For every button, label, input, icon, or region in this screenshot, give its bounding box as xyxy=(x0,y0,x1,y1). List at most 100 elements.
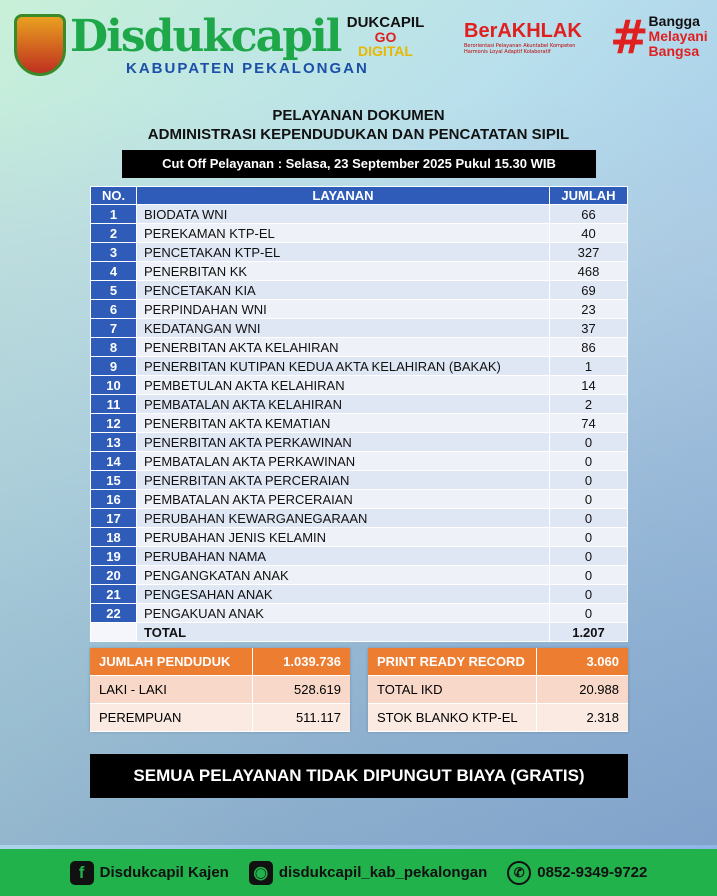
page-title: PELAYANAN DOKUMEN ADMINISTRASI KEPENDUDU… xyxy=(0,106,717,144)
row-layanan: PENERBITAN AKTA PERKAWINAN xyxy=(136,432,550,452)
row-no: 18 xyxy=(90,527,137,547)
total-label: TOTAL xyxy=(136,622,550,642)
row-no: 1 xyxy=(90,204,137,224)
row-layanan: PENGESAHAN ANAK xyxy=(136,584,550,604)
row-jumlah: 37 xyxy=(549,318,628,338)
row-jumlah: 0 xyxy=(549,470,628,490)
row-jumlah: 0 xyxy=(549,603,628,623)
table-row: 6 PERPINDAHAN WNI 23 xyxy=(90,299,628,319)
table-row: 15 PENERBITAN AKTA PERCERAIAN 0 xyxy=(90,470,628,490)
row-layanan: PENGANGKATAN ANAK xyxy=(136,565,550,585)
table-row: 1 BIODATA WNI 66 xyxy=(90,204,628,224)
row-layanan: PERPINDAHAN WNI xyxy=(136,299,550,319)
row-no: 15 xyxy=(90,470,137,490)
header-layanan: LAYANAN xyxy=(136,186,550,205)
row-jumlah: 327 xyxy=(549,242,628,262)
disdukcapil-logo: Disdukcapil KABUPATEN PEKALONGAN xyxy=(14,14,369,77)
population-label: JUMLAH PENDUDUK xyxy=(99,654,231,669)
facebook-name: Disdukcapil Kajen xyxy=(99,864,229,881)
berakhlak-tagline: Berorientasi Pelayanan Akuntabel Kompete… xyxy=(464,43,576,55)
instagram-icon: ◉ xyxy=(248,860,273,885)
row-jumlah: 0 xyxy=(549,432,628,452)
row-layanan: PENERBITAN AKTA KELAHIRAN xyxy=(136,337,550,357)
bangga-word-1: Bangga xyxy=(648,13,700,29)
phone-number: 0852-9349-9722 xyxy=(537,864,648,881)
header-jumlah: JUMLAH xyxy=(549,186,628,205)
table-row: 7 KEDATANGAN WNI 37 xyxy=(90,318,628,338)
regency-emblem-icon xyxy=(14,14,66,76)
table-row: 4 PENERBITAN KK 468 xyxy=(90,261,628,281)
row-jumlah: 0 xyxy=(549,527,628,547)
table-row: 3 PENCETAKAN KTP-EL 327 xyxy=(90,242,628,262)
row-jumlah: 0 xyxy=(549,584,628,604)
row-jumlah: 74 xyxy=(549,413,628,433)
row-no: 11 xyxy=(90,394,137,414)
row-no: 7 xyxy=(90,318,137,338)
row-no: 17 xyxy=(90,508,137,528)
row-jumlah: 14 xyxy=(549,375,628,395)
table-row: 16 PEMBATALAN AKTA PERCERAIAN 0 xyxy=(90,489,628,509)
row-layanan: PEMBATALAN AKTA PERCERAIAN xyxy=(136,489,550,509)
table-row: 22 PENGAKUAN ANAK 0 xyxy=(90,603,628,623)
row-jumlah: 1 xyxy=(549,356,628,376)
row-no: 14 xyxy=(90,451,137,471)
total-no xyxy=(90,622,137,642)
row-layanan: PENCETAKAN KIA xyxy=(136,280,550,300)
population-value: 1.039.736 xyxy=(252,648,350,675)
row-jumlah: 66 xyxy=(549,204,628,224)
footer-contacts: f Disdukcapil Kajen ◉ disdukcapil_kab_peka… xyxy=(0,849,717,896)
row-jumlah: 2 xyxy=(549,394,628,414)
row-layanan: PERUBAHAN JENIS KELAMIN xyxy=(136,527,550,547)
table-row: 12 PENERBITAN AKTA KEMATIAN 74 xyxy=(90,413,628,433)
row-no: 13 xyxy=(90,432,137,452)
row-layanan: PENERBITAN KUTIPAN KEDUA AKTA KELAHIRAN … xyxy=(136,356,550,376)
print-ready-value: 3.060 xyxy=(536,648,628,675)
row-jumlah: 69 xyxy=(549,280,628,300)
row-no: 8 xyxy=(90,337,137,357)
row-no: 4 xyxy=(90,261,137,281)
row-no: 3 xyxy=(90,242,137,262)
row-jumlah: 40 xyxy=(549,223,628,243)
whatsapp-contact[interactable]: ✆ 0852-9349-9722 xyxy=(507,860,648,885)
row-no: 12 xyxy=(90,413,137,433)
table-row: 8 PENERBITAN AKTA KELAHIRAN 86 xyxy=(90,337,628,357)
free-service-banner: SEMUA PELAYANAN TIDAK DIPUNGUT BIAYA (GR… xyxy=(90,754,628,798)
services-table: NO. LAYANAN JUMLAH 1 BIODATA WNI 66 2 PEREKA… xyxy=(90,186,628,642)
facebook-icon: f xyxy=(69,860,94,885)
dukcapil-go-digital-logo: DUKCAPIL GO DIGITAL xyxy=(338,14,433,59)
header-no: NO. xyxy=(90,186,137,205)
whatsapp-phone-icon: ✆ xyxy=(507,860,532,885)
row-layanan: PEREKAMAN KTP-EL xyxy=(136,223,550,243)
row-no: 19 xyxy=(90,546,137,566)
total-row: TOTAL 1.207 xyxy=(90,622,628,642)
go-digital-line1: DUKCAPIL xyxy=(346,14,425,31)
stok-blanko-label: STOK BLANKO KTP-EL xyxy=(377,710,518,725)
row-jumlah: 0 xyxy=(549,546,628,566)
table-row: 13 PENERBITAN AKTA PERKAWINAN 0 xyxy=(90,432,628,452)
cutoff-banner: Cut Off Pelayanan : Selasa, 23 September… xyxy=(122,150,596,178)
row-layanan: BIODATA WNI xyxy=(136,204,550,224)
table-row: 19 PERUBAHAN NAMA 0 xyxy=(90,546,628,566)
table-row: 9 PENERBITAN KUTIPAN KEDUA AKTA KELAHIRAN… xyxy=(90,356,628,376)
title-line-1: PELAYANAN DOKUMEN xyxy=(272,107,445,124)
row-layanan: PENCETAKAN KTP-EL xyxy=(136,242,550,262)
instagram-handle: disdukcapil_kab_pekalongan xyxy=(278,864,488,881)
go-digital-line3: DIGITAL xyxy=(358,43,413,59)
row-jumlah: 0 xyxy=(549,451,628,471)
row-jumlah: 0 xyxy=(549,508,628,528)
row-no: 20 xyxy=(90,565,137,585)
row-jumlah: 0 xyxy=(549,565,628,585)
brand-region: KABUPATEN PEKALONGAN xyxy=(126,60,369,77)
row-layanan: PENERBITAN AKTA KEMATIAN xyxy=(136,413,550,433)
table-row: 21 PENGESAHAN ANAK 0 xyxy=(90,584,628,604)
population-box: JUMLAH PENDUDUK 1.039.736 LAKI - LAKI 528.… xyxy=(90,648,350,732)
row-jumlah: 0 xyxy=(549,489,628,509)
row-no: 16 xyxy=(90,489,137,509)
row-jumlah: 468 xyxy=(549,261,628,281)
table-row: 14 PEMBATALAN AKTA PERKAWINAN 0 xyxy=(90,451,628,471)
facebook-contact[interactable]: f Disdukcapil Kajen xyxy=(69,860,229,885)
bangga-melayani-bangsa-logo: # Bangga Melayani Bangsa xyxy=(610,13,708,60)
instagram-contact[interactable]: ◉ disdukcapil_kab_pekalongan xyxy=(248,860,488,885)
berakhlak-logo: BerAKHLAK Berorientasi Pelayanan Akuntab… xyxy=(464,20,599,55)
table-row: 5 PENCETAKAN KIA 69 xyxy=(90,280,628,300)
